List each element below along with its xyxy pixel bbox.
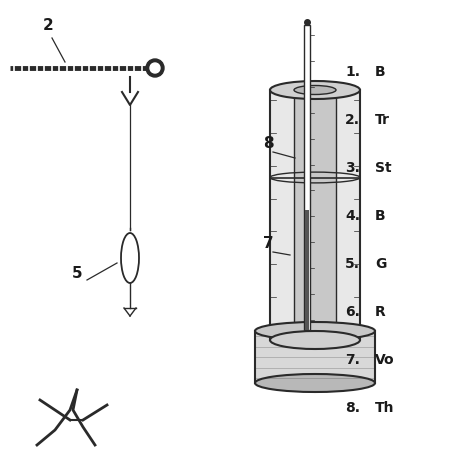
Ellipse shape [255, 374, 375, 392]
Ellipse shape [255, 322, 375, 340]
Text: 3.: 3. [345, 161, 360, 175]
Text: 5.: 5. [345, 257, 360, 271]
Text: 1.: 1. [345, 65, 360, 79]
Text: 6.: 6. [345, 305, 360, 319]
Text: 4.: 4. [345, 209, 360, 223]
FancyBboxPatch shape [294, 90, 336, 340]
Text: 5: 5 [72, 266, 82, 281]
Ellipse shape [270, 81, 360, 99]
Text: 8.: 8. [345, 401, 360, 415]
Text: 7.: 7. [345, 353, 360, 367]
Text: 2: 2 [43, 18, 54, 33]
Text: B: B [375, 209, 386, 223]
FancyBboxPatch shape [255, 331, 375, 383]
Ellipse shape [294, 85, 336, 94]
Text: St: St [375, 161, 392, 175]
Text: 8: 8 [263, 136, 273, 151]
Text: B: B [375, 65, 386, 79]
Text: Tr: Tr [375, 113, 390, 127]
Text: 7: 7 [263, 236, 273, 251]
Text: Th: Th [375, 401, 394, 415]
Ellipse shape [121, 233, 139, 283]
Ellipse shape [270, 331, 360, 349]
Text: Vo: Vo [375, 353, 395, 367]
FancyBboxPatch shape [270, 90, 360, 340]
Text: G: G [375, 257, 386, 271]
FancyBboxPatch shape [304, 25, 310, 330]
Text: 2.: 2. [345, 113, 360, 127]
Text: R: R [375, 305, 386, 319]
Circle shape [146, 59, 164, 77]
Circle shape [150, 63, 160, 73]
FancyBboxPatch shape [305, 210, 309, 330]
